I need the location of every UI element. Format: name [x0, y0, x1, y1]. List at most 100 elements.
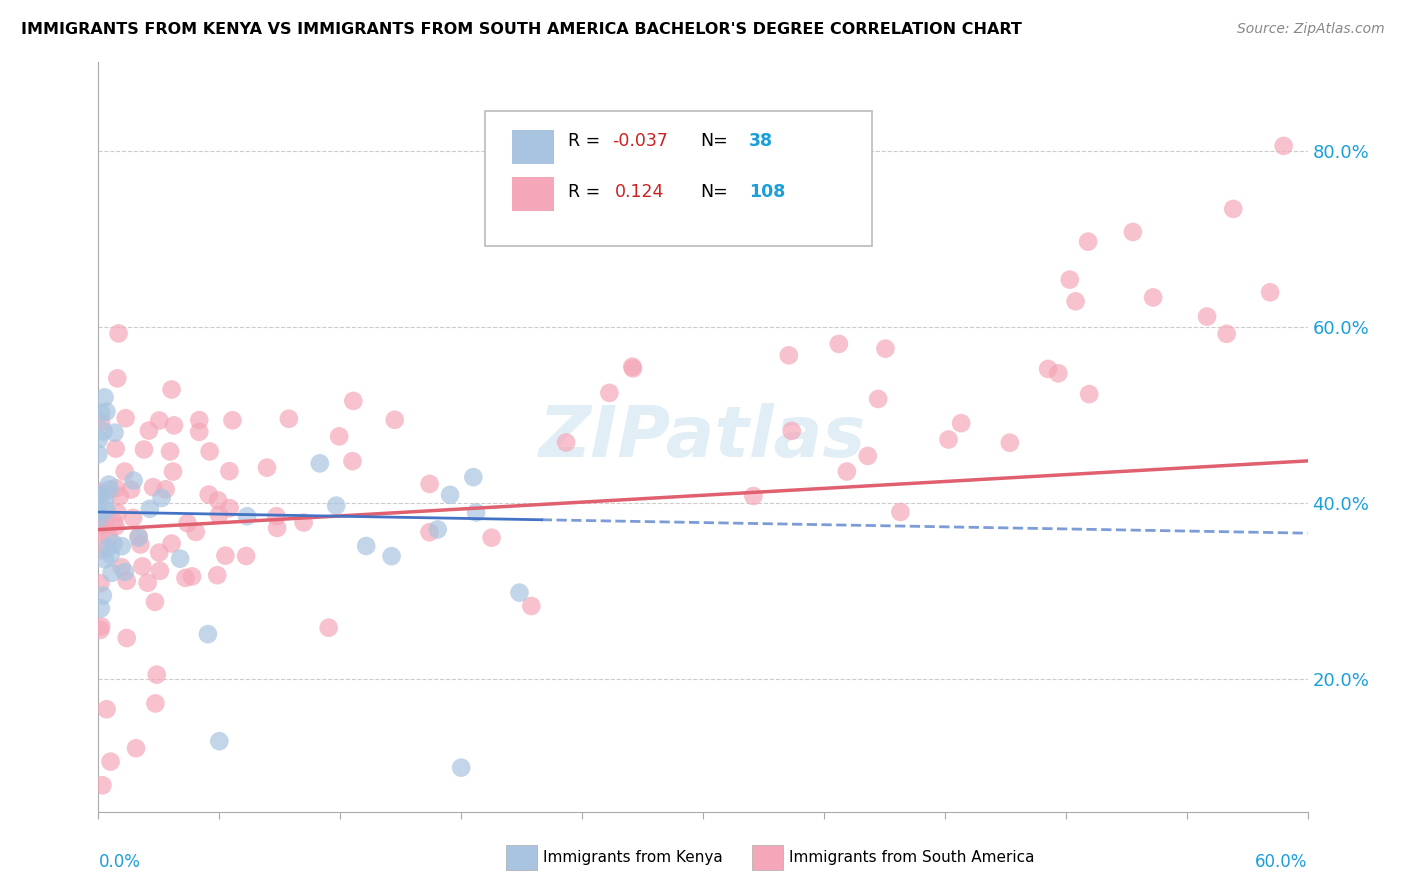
Point — [419, 477, 441, 491]
Point — [342, 454, 364, 468]
Point — [89, 518, 111, 533]
Point — [163, 418, 186, 433]
Point — [221, 413, 243, 427]
Text: 60.0%: 60.0% — [1256, 853, 1308, 871]
Point — [89, 504, 111, 518]
Point — [325, 499, 347, 513]
Point — [103, 536, 125, 550]
Point — [97, 530, 120, 544]
Point — [1047, 366, 1070, 380]
Point — [208, 508, 231, 522]
Point — [120, 483, 142, 497]
Point — [114, 565, 136, 579]
Point — [131, 559, 153, 574]
Point — [162, 465, 184, 479]
Point — [208, 734, 231, 748]
Point — [207, 568, 229, 582]
Point — [214, 549, 236, 563]
Point — [96, 404, 118, 418]
Point — [94, 517, 117, 532]
Point — [236, 509, 259, 524]
Point — [439, 488, 461, 502]
Point — [87, 447, 110, 461]
Point — [266, 521, 288, 535]
Point — [176, 516, 198, 531]
Point — [235, 549, 257, 563]
Point — [835, 465, 858, 479]
Point — [90, 601, 112, 615]
Point — [856, 449, 879, 463]
Point — [1036, 362, 1059, 376]
Point — [318, 621, 340, 635]
Point — [1077, 235, 1099, 249]
Bar — [512, 130, 554, 163]
Point — [742, 489, 765, 503]
Point — [91, 589, 114, 603]
Text: N=: N= — [700, 132, 728, 150]
Point — [292, 516, 315, 530]
Point — [107, 506, 129, 520]
Point — [1222, 202, 1244, 216]
Point — [184, 524, 207, 539]
Point — [103, 425, 125, 440]
Point — [169, 551, 191, 566]
Point — [174, 571, 197, 585]
Point — [621, 359, 644, 374]
Point — [342, 393, 364, 408]
Point — [122, 510, 145, 524]
Point — [465, 506, 488, 520]
Point — [89, 485, 111, 500]
Point — [381, 549, 404, 564]
Point — [100, 566, 122, 580]
Point — [111, 539, 134, 553]
Point — [418, 525, 440, 540]
Point — [1258, 285, 1281, 300]
Point — [155, 483, 177, 497]
Point — [114, 411, 136, 425]
Point — [780, 424, 803, 438]
Text: IMMIGRANTS FROM KENYA VS IMMIGRANTS FROM SOUTH AMERICA BACHELOR'S DEGREE CORRELA: IMMIGRANTS FROM KENYA VS IMMIGRANTS FROM… — [21, 22, 1022, 37]
Point — [868, 392, 890, 406]
Point — [555, 435, 578, 450]
Point — [198, 444, 221, 458]
Point — [148, 545, 170, 559]
Point — [93, 425, 115, 439]
Point — [89, 543, 111, 558]
Point — [98, 483, 121, 497]
Point — [1142, 290, 1164, 304]
Point — [256, 460, 278, 475]
Point — [104, 442, 127, 456]
Point — [90, 525, 112, 540]
Point — [91, 778, 114, 792]
FancyBboxPatch shape — [485, 112, 872, 246]
Point — [115, 574, 138, 588]
Point — [100, 548, 122, 562]
Point — [89, 576, 111, 591]
Point — [426, 523, 449, 537]
Point — [129, 537, 152, 551]
Text: -0.037: -0.037 — [613, 132, 668, 150]
Point — [115, 631, 138, 645]
Point — [1215, 326, 1237, 341]
Text: 38: 38 — [749, 132, 773, 150]
Point — [105, 481, 128, 495]
Point — [621, 361, 644, 376]
Point — [218, 464, 240, 478]
Point — [938, 433, 960, 447]
Point — [128, 531, 150, 545]
Point — [598, 385, 620, 400]
Point — [1122, 225, 1144, 239]
Point — [1064, 294, 1087, 309]
Point — [181, 569, 204, 583]
Point — [100, 755, 122, 769]
Point — [150, 491, 173, 505]
Point — [266, 509, 288, 524]
Point — [463, 470, 485, 484]
Point — [110, 560, 132, 574]
Point — [1272, 139, 1295, 153]
Point — [875, 342, 897, 356]
Text: 108: 108 — [749, 183, 786, 201]
Point — [89, 623, 111, 637]
Point — [354, 539, 377, 553]
Point — [89, 511, 111, 525]
